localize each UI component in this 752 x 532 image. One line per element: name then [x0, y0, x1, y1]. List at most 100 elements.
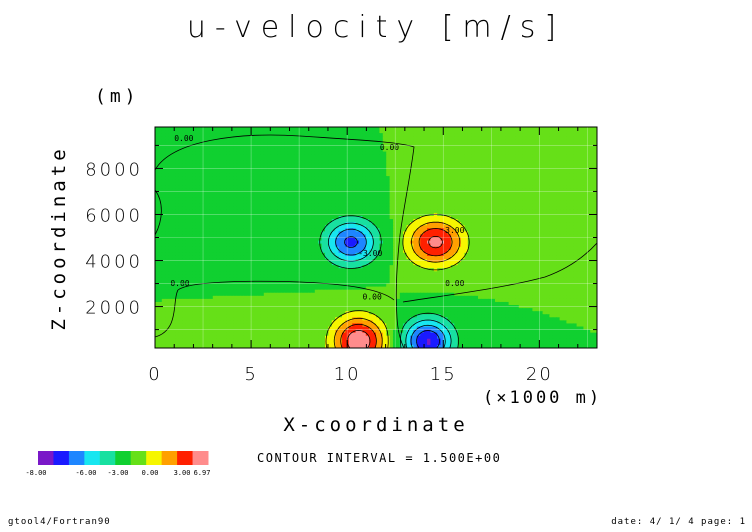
field-cell [338, 209, 343, 214]
field-cell [226, 151, 231, 156]
field-cell [202, 139, 207, 143]
field-cell [280, 212, 285, 217]
field-cell [566, 166, 571, 171]
field-cell [542, 160, 547, 165]
field-cell [382, 234, 387, 239]
field-cell [287, 185, 292, 189]
field-cell [178, 219, 183, 223]
field-cell [556, 145, 561, 150]
field-cell [365, 225, 370, 229]
field-cell [359, 148, 363, 153]
field-cell [569, 127, 574, 131]
field-cell [209, 237, 214, 242]
field-cell [393, 133, 397, 137]
field-cell [229, 243, 234, 248]
field-cell [522, 197, 527, 202]
field-cell [209, 209, 214, 214]
field-cell [240, 228, 244, 232]
field-cell [559, 179, 564, 183]
field-cell [284, 243, 289, 248]
field-cell [471, 188, 476, 193]
field-cell [250, 203, 255, 208]
field-cell [573, 139, 578, 143]
field-cell [549, 219, 554, 223]
field-cell [280, 157, 285, 162]
field-cell [512, 194, 516, 199]
field-cell [590, 151, 595, 156]
field-cell [491, 173, 496, 177]
field-cell [542, 228, 547, 232]
field-cell [556, 188, 561, 193]
field-cell [253, 237, 258, 242]
field-cell [410, 145, 414, 150]
field-cell [535, 197, 540, 202]
field-cell [229, 136, 234, 140]
field-cell [223, 160, 227, 165]
field-cell [223, 206, 227, 211]
field-cell [219, 148, 224, 153]
field-cell [430, 188, 435, 193]
field-cell [447, 197, 452, 202]
field-cell [158, 145, 163, 150]
field-cell [416, 209, 421, 214]
field-cell [590, 225, 595, 229]
field-cell [433, 194, 438, 199]
field-cell [546, 216, 550, 220]
field-cell [297, 216, 302, 220]
field-cell [321, 154, 326, 159]
field-cell [359, 142, 363, 147]
field-cell [495, 173, 499, 177]
field-cell [253, 231, 258, 236]
field-cell [365, 166, 370, 171]
field-cell [444, 142, 448, 147]
field-cell [430, 148, 435, 153]
field-cell [573, 222, 578, 226]
field-cell [284, 228, 289, 232]
field-cell [495, 182, 499, 186]
field-cell [308, 142, 312, 147]
field-cell [243, 222, 248, 226]
field-cell [552, 136, 557, 140]
field-cell [573, 154, 578, 159]
field-cell [539, 206, 544, 211]
field-cell [593, 222, 597, 226]
field-cell [423, 231, 428, 236]
field-cell [535, 216, 540, 220]
field-cell [546, 182, 550, 186]
field-cell [308, 182, 312, 186]
field-cell [287, 133, 292, 137]
field-cell [444, 194, 448, 199]
field-cell [508, 130, 513, 134]
field-cell [583, 173, 588, 177]
field-cell [389, 188, 394, 193]
field-cell [178, 160, 183, 165]
field-cell [287, 228, 292, 232]
field-cell [209, 203, 214, 208]
field-cell [260, 191, 265, 196]
field-cell [386, 127, 391, 131]
field-cell [246, 188, 251, 193]
field-cell [158, 179, 163, 183]
field-cell [291, 139, 295, 143]
field-cell [161, 234, 166, 239]
field-cell [444, 209, 448, 214]
field-cell [450, 133, 455, 137]
field-cell [573, 169, 578, 174]
field-cell [505, 148, 510, 153]
field-cell [399, 148, 404, 153]
field-cell [457, 169, 462, 174]
field-cell [461, 212, 465, 217]
field-cell [495, 136, 499, 140]
field-cell [566, 209, 571, 214]
field-cell [209, 176, 214, 180]
field-cell [461, 169, 465, 174]
field-cell [352, 176, 357, 180]
field-cell [311, 219, 316, 223]
field-cell [580, 142, 584, 147]
field-cell [535, 231, 540, 236]
field-cell [168, 145, 173, 150]
field-cell [508, 163, 513, 168]
field-cell [525, 169, 530, 174]
field-cell [229, 203, 234, 208]
field-cell [359, 182, 363, 186]
